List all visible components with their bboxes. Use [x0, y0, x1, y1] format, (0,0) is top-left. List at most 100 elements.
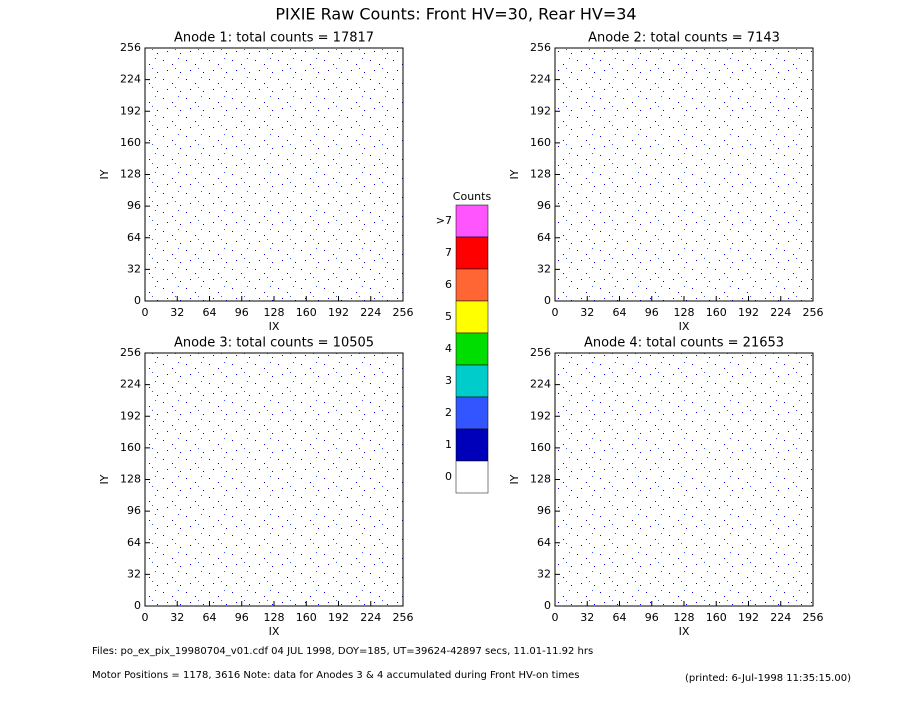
- colorbar-swatch: [455, 332, 489, 366]
- x-tick-label: 32: [170, 611, 184, 624]
- x-tick-label: 32: [170, 306, 184, 319]
- x-axis-label: IX: [269, 625, 280, 638]
- x-tick-label: 32: [580, 306, 594, 319]
- colorbar-label: 6: [445, 278, 452, 291]
- x-tick-label: 0: [142, 306, 149, 319]
- x-tick-label: 128: [674, 306, 695, 319]
- colorbar-label: >7: [436, 214, 452, 227]
- x-tick-label: 0: [552, 306, 559, 319]
- x-tick-label: 192: [328, 611, 349, 624]
- x-tick-label: 256: [393, 306, 414, 319]
- x-axis-label: IX: [269, 320, 280, 333]
- colorbar-label: 2: [445, 406, 452, 419]
- y-tick-label: 32: [127, 567, 141, 580]
- y-tick-label: 96: [127, 199, 141, 212]
- panel-title: Anode 3: total counts = 10505: [174, 336, 374, 351]
- x-tick-label: 0: [142, 611, 149, 624]
- y-tick-label: 96: [537, 199, 551, 212]
- x-tick-label: 224: [770, 611, 791, 624]
- colorbar-swatch: [455, 428, 489, 462]
- colorbar-label: 1: [445, 438, 452, 451]
- x-tick-label: 96: [235, 306, 249, 319]
- y-tick-label: 64: [537, 231, 551, 244]
- colorbar-swatch: [455, 364, 489, 398]
- colorbar: Counts>7 7 6 5 4 3 2 1 0: [436, 190, 492, 494]
- x-tick-label: 64: [613, 306, 627, 319]
- y-tick-label: 256: [120, 41, 141, 54]
- y-tick-label: 224: [530, 378, 551, 391]
- y-tick-label: 128: [120, 168, 141, 181]
- x-tick-label: 64: [613, 611, 627, 624]
- x-tick-label: 128: [674, 611, 695, 624]
- y-tick-label: 64: [537, 536, 551, 549]
- colorbar-label: 5: [445, 310, 452, 323]
- y-axis-label: IY: [508, 169, 521, 179]
- x-tick-label: 256: [803, 306, 824, 319]
- y-tick-label: 256: [530, 346, 551, 359]
- x-tick-label: 256: [393, 611, 414, 624]
- x-tick-label: 192: [328, 306, 349, 319]
- colorbar-swatch: [455, 204, 489, 238]
- colorbar-swatch: [455, 460, 489, 494]
- y-tick-label: 32: [537, 567, 551, 580]
- colorbar-swatch: [455, 300, 489, 334]
- y-tick-label: 0: [134, 294, 141, 307]
- x-tick-label: 192: [738, 306, 759, 319]
- panel-title: Anode 2: total counts = 7143: [588, 31, 780, 46]
- y-tick-label: 32: [127, 262, 141, 275]
- panel-title: Anode 1: total counts = 17817: [174, 31, 374, 46]
- colorbar-title: Counts: [453, 190, 492, 203]
- x-axis-label: IX: [679, 320, 690, 333]
- y-tick-label: 224: [120, 73, 141, 86]
- y-axis-label: IY: [98, 169, 111, 179]
- x-tick-label: 160: [706, 306, 727, 319]
- x-axis-label: IX: [679, 625, 690, 638]
- footer-printed: (printed: 6-Jul-1998 11:35:15.00): [685, 673, 851, 684]
- plot-texture: [555, 48, 813, 301]
- y-tick-label: 224: [530, 73, 551, 86]
- x-tick-label: 160: [706, 611, 727, 624]
- colorbar-label: 0: [445, 470, 452, 483]
- x-tick-label: 256: [803, 611, 824, 624]
- x-tick-label: 160: [296, 611, 317, 624]
- panel-title: Anode 4: total counts = 21653: [584, 336, 784, 351]
- y-tick-label: 64: [127, 536, 141, 549]
- y-tick-label: 64: [127, 231, 141, 244]
- y-tick-label: 128: [120, 473, 141, 486]
- y-tick-label: 32: [537, 262, 551, 275]
- plot-texture: [145, 353, 403, 606]
- x-tick-label: 224: [770, 306, 791, 319]
- y-tick-label: 96: [537, 504, 551, 517]
- y-tick-label: 0: [134, 599, 141, 612]
- x-tick-label: 0: [552, 611, 559, 624]
- y-tick-label: 192: [120, 104, 141, 117]
- footer-motor: Motor Positions = 1178, 3616 Note: data …: [92, 670, 579, 681]
- x-tick-label: 224: [360, 611, 381, 624]
- y-axis-label: IY: [98, 474, 111, 484]
- colorbar-swatch: [455, 396, 489, 430]
- y-tick-label: 0: [544, 294, 551, 307]
- y-tick-label: 160: [120, 441, 141, 454]
- x-tick-label: 64: [203, 611, 217, 624]
- y-tick-label: 192: [530, 409, 551, 422]
- y-tick-label: 192: [120, 409, 141, 422]
- x-tick-label: 96: [645, 611, 659, 624]
- x-tick-label: 192: [738, 611, 759, 624]
- y-tick-label: 160: [530, 136, 551, 149]
- colorbar-swatch: [455, 236, 489, 270]
- x-tick-label: 128: [264, 306, 285, 319]
- y-tick-label: 128: [530, 473, 551, 486]
- y-tick-label: 224: [120, 378, 141, 391]
- x-tick-label: 160: [296, 306, 317, 319]
- x-tick-label: 128: [264, 611, 285, 624]
- x-tick-label: 224: [360, 306, 381, 319]
- y-tick-label: 160: [120, 136, 141, 149]
- y-tick-label: 160: [530, 441, 551, 454]
- colorbar-label: 4: [445, 342, 452, 355]
- footer-files: Files: po_ex_pix_19980704_v01.cdf 04 JUL…: [92, 646, 593, 657]
- plot-texture: [145, 48, 403, 301]
- y-tick-label: 192: [530, 104, 551, 117]
- y-tick-label: 0: [544, 599, 551, 612]
- y-axis-label: IY: [508, 474, 521, 484]
